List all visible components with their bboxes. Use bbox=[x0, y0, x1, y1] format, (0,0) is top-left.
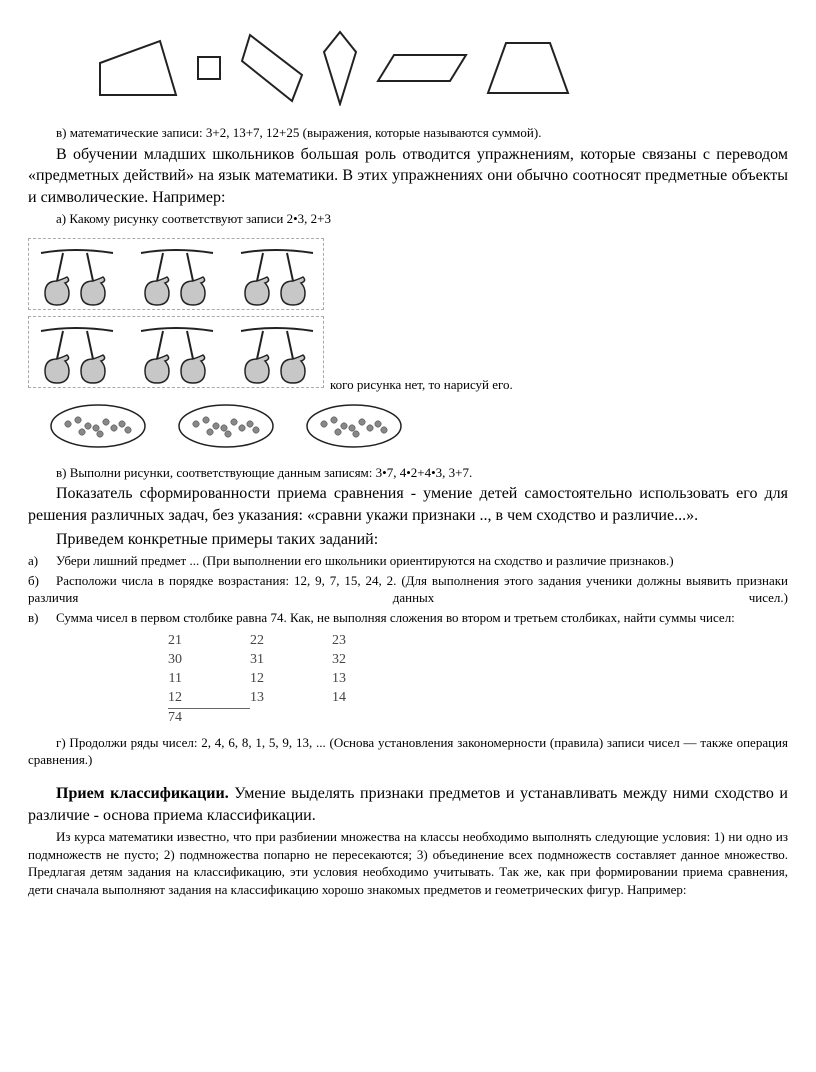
item-g: г) Продолжи ряды чисел: 2, 4, 6, 8, 1, 5… bbox=[28, 734, 788, 769]
item-a: а)Убери лишний предмет ... (При выполнен… bbox=[28, 552, 788, 570]
cherry-pair bbox=[33, 245, 119, 307]
cherry-row-2 bbox=[28, 316, 324, 388]
cell: 21 bbox=[168, 632, 250, 651]
shape-parallelogram bbox=[376, 53, 468, 83]
cell: 31 bbox=[250, 651, 332, 670]
shape-trapezoid bbox=[486, 41, 570, 95]
cherry-pair bbox=[133, 245, 219, 307]
para-a: а) Какому рисунку соответствуют записи 2… bbox=[28, 210, 788, 228]
cell: 32 bbox=[332, 651, 414, 670]
cherry-pair bbox=[133, 323, 219, 385]
cherry-row-1 bbox=[28, 238, 324, 310]
cell: 11 bbox=[168, 670, 250, 689]
para-main-3: Приведем конкретные примеры таких задани… bbox=[28, 529, 788, 551]
dots-oval bbox=[48, 402, 148, 450]
cell: 12 bbox=[168, 689, 250, 708]
cell: 23 bbox=[332, 632, 414, 651]
cell: 12 bbox=[250, 670, 332, 689]
para-v: в) математические записи: 3+2, 13+7, 12+… bbox=[28, 124, 788, 142]
cherries-area: кого рисунка нет, то нарисуй его. bbox=[28, 238, 788, 394]
section-title: Прием классификации. bbox=[56, 785, 229, 802]
cell bbox=[332, 708, 414, 727]
para-main-2: Показатель сформированности приема сравн… bbox=[28, 483, 788, 526]
cherry-tail-text: кого рисунка нет, то нарисуй его. bbox=[330, 376, 513, 394]
para-classification: Из курса математики известно, что при ра… bbox=[28, 828, 788, 898]
item-a-text: Убери лишний предмет ... (При выполнении… bbox=[56, 553, 674, 568]
item-b-text: Расположи числа в порядке возрастания: 1… bbox=[28, 573, 788, 606]
item-b: б)Расположи числа в порядке возрастания:… bbox=[28, 572, 788, 607]
shape-kite bbox=[322, 30, 358, 106]
dots-oval bbox=[304, 402, 404, 450]
ovals-row bbox=[48, 402, 788, 450]
para-v2: в) Выполни рисунки, соответствующие данн… bbox=[28, 464, 788, 482]
item-v-text: Сумма чисел в первом столбике равна 74. … bbox=[56, 610, 735, 625]
cherry-pair bbox=[233, 323, 319, 385]
cell: 14 bbox=[332, 689, 414, 708]
item-v: в)Сумма чисел в первом столбике равна 74… bbox=[28, 609, 788, 627]
cell: 30 bbox=[168, 651, 250, 670]
section-heading: Прием классификации. Умение выделять при… bbox=[28, 783, 788, 826]
shape-tilted-rect bbox=[240, 33, 304, 103]
number-columns-table: 212223 303132 111213 121314 74 bbox=[168, 632, 414, 727]
shapes-row bbox=[98, 30, 788, 106]
cell: 74 bbox=[168, 708, 250, 727]
dots-oval bbox=[176, 402, 276, 450]
cherry-pair bbox=[33, 323, 119, 385]
cell: 13 bbox=[332, 670, 414, 689]
cherry-pair bbox=[233, 245, 319, 307]
shape-square bbox=[196, 55, 222, 81]
shape-pentagon bbox=[98, 39, 178, 97]
para-main-1: В обучении младших школьников большая ро… bbox=[28, 144, 788, 209]
cell: 22 bbox=[250, 632, 332, 651]
cell: 13 bbox=[250, 689, 332, 708]
cell bbox=[250, 708, 332, 727]
